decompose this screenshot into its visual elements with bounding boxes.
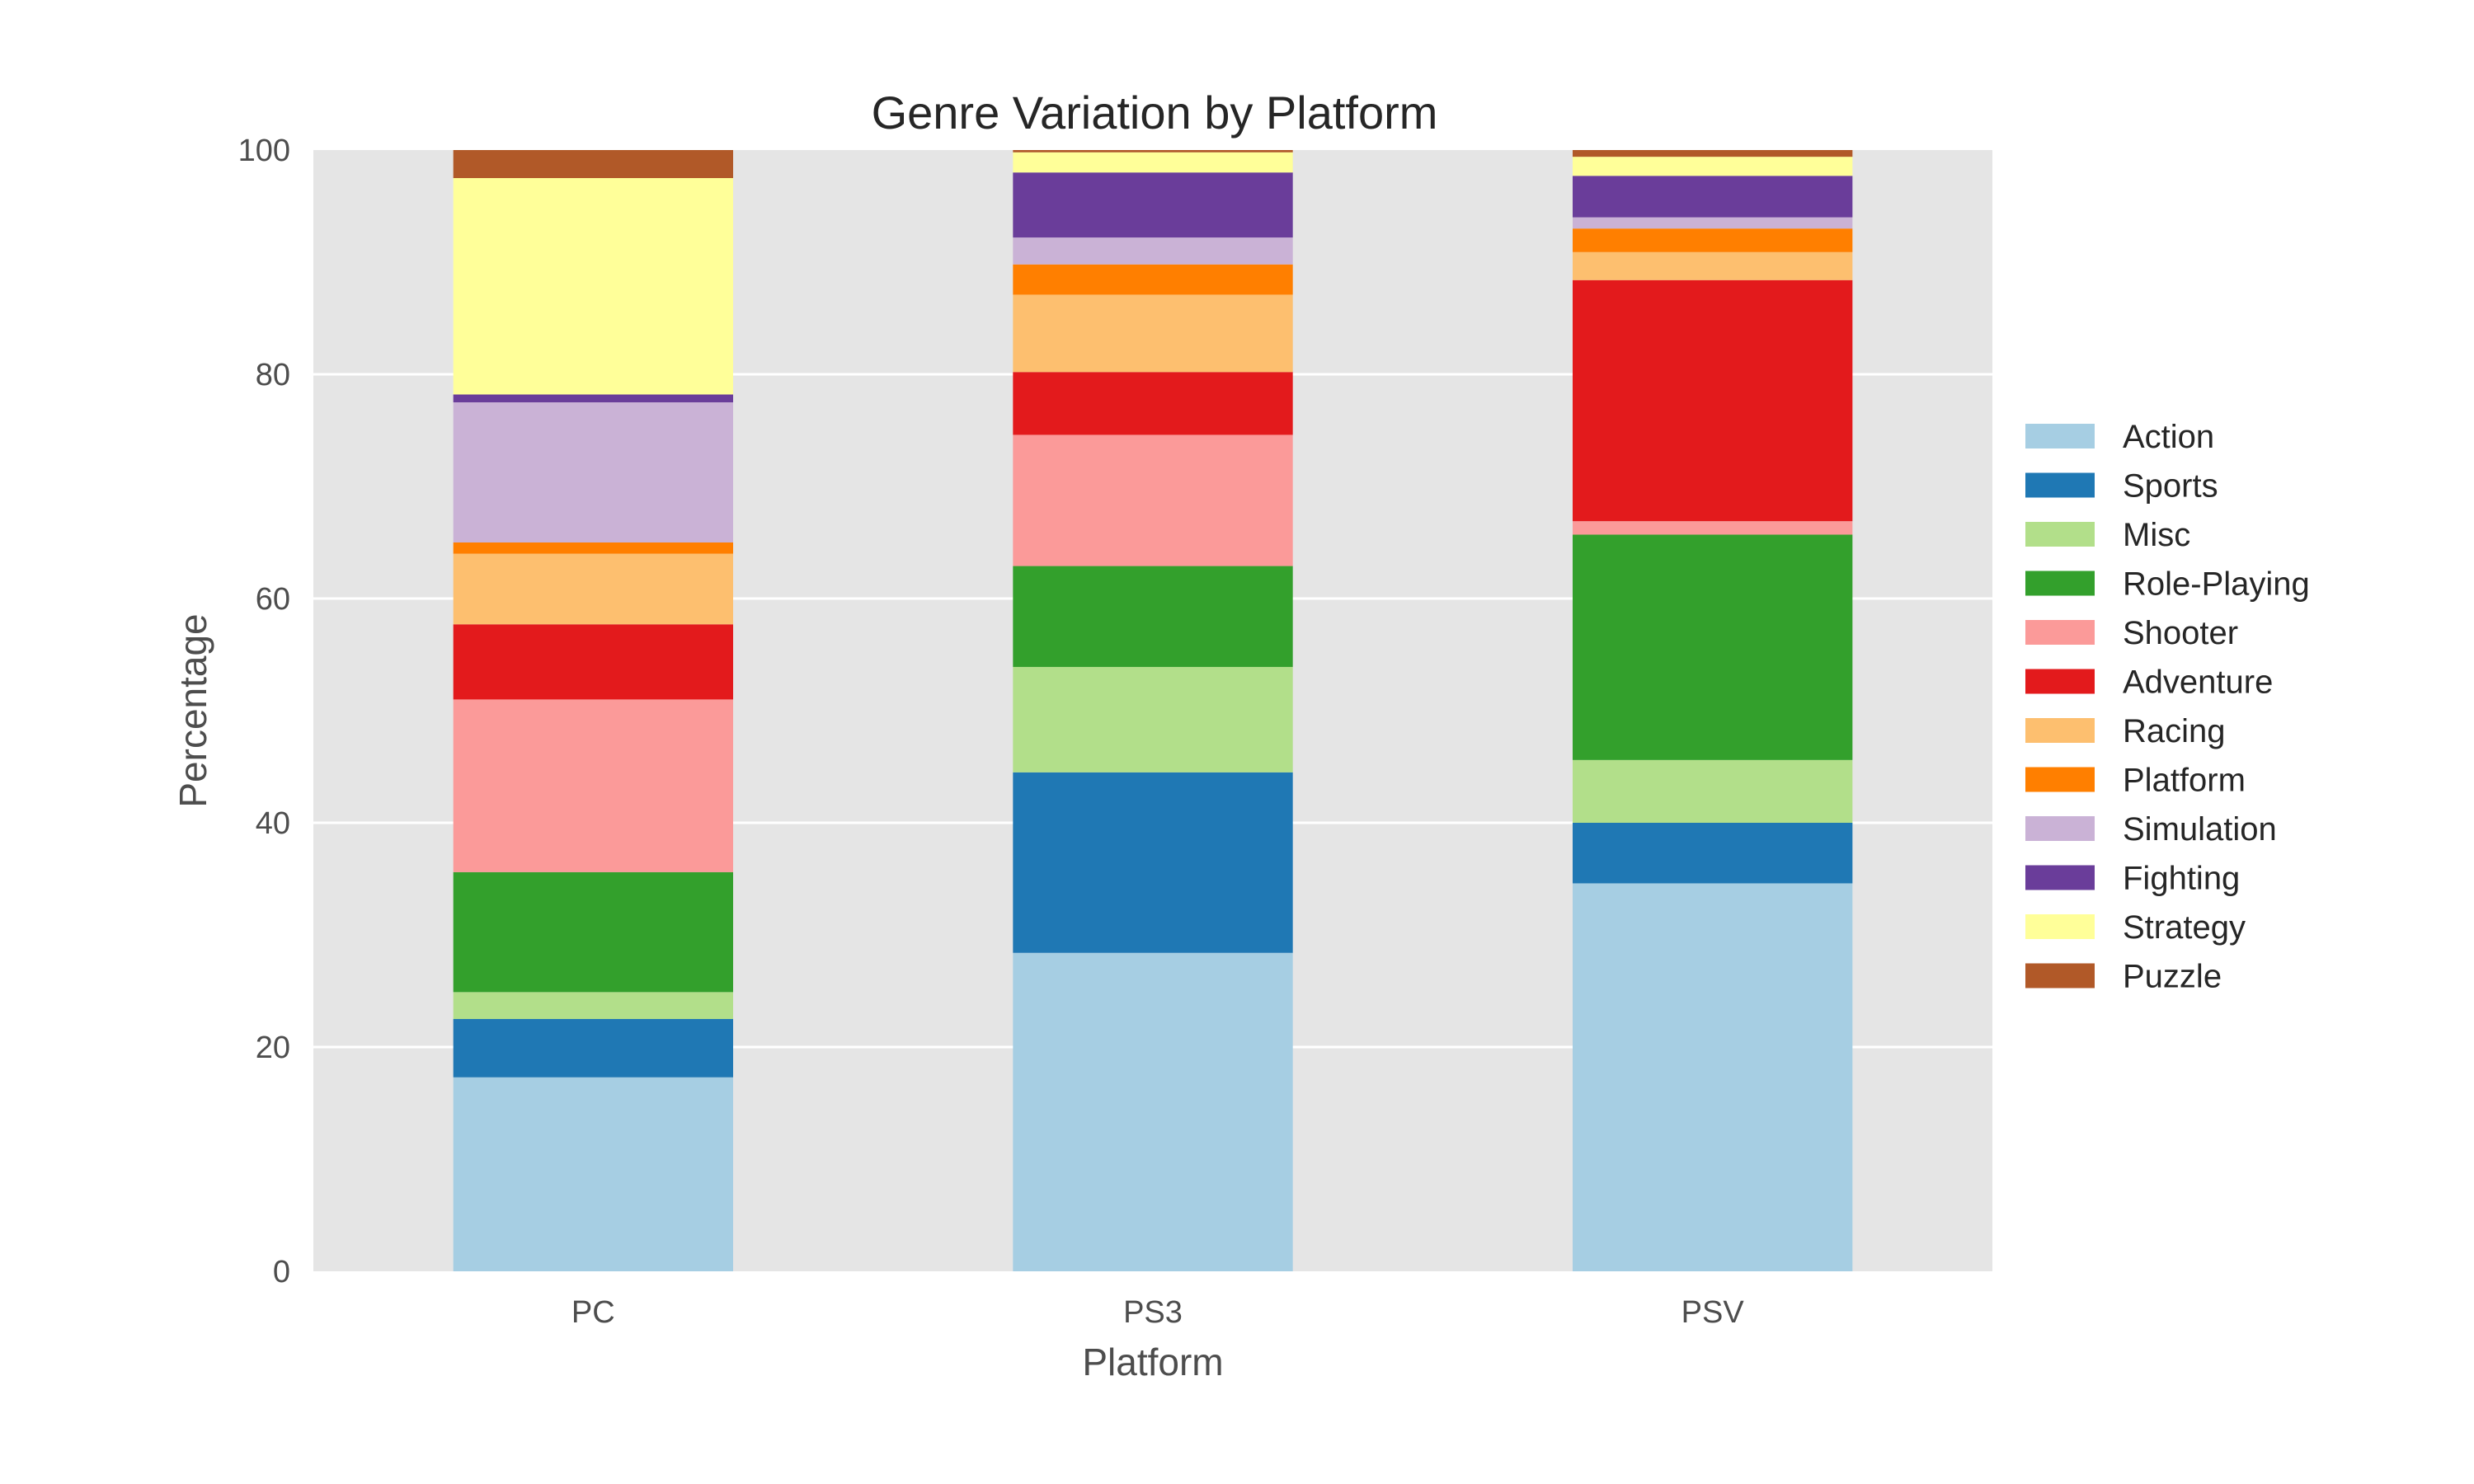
- legend-swatch-adventure: [2025, 669, 2095, 694]
- legend-swatch-sports: [2025, 472, 2095, 498]
- legend-item-simulation: Simulation: [2025, 811, 2277, 848]
- bar-psv-fighting: [1573, 176, 1853, 218]
- bar-psv-shooter: [1573, 521, 1853, 535]
- bar-pc-misc: [453, 992, 733, 1019]
- bar-ps3-platform: [1013, 264, 1293, 295]
- bar-ps3-fighting: [1013, 172, 1293, 238]
- chart-title: Genre Variation by Platform: [872, 87, 1438, 139]
- legend-swatch-platform: [2025, 767, 2095, 792]
- bar-psv-strategy: [1573, 157, 1853, 176]
- legend-item-fighting: Fighting: [2025, 861, 2240, 897]
- legend-label-role-playing: Role-Playing: [2123, 566, 2310, 603]
- bar-pc-fighting: [453, 394, 733, 402]
- legend-swatch-fighting: [2025, 865, 2095, 890]
- bar-psv-action: [1573, 883, 1853, 1271]
- bar-ps3-adventure: [1013, 372, 1293, 435]
- legend-label-racing: Racing: [2123, 713, 2226, 749]
- legend-swatch-strategy: [2025, 914, 2095, 939]
- y-tick-label-0: 0: [273, 1255, 290, 1289]
- bar-ps3-action: [1013, 952, 1293, 1271]
- bar-ps3-role-playing: [1013, 566, 1293, 667]
- legend-label-platform: Platform: [2123, 763, 2246, 799]
- legend-swatch-simulation: [2025, 816, 2095, 841]
- bar-psv-sports: [1573, 823, 1853, 884]
- bar-ps3-puzzle: [1013, 150, 1293, 153]
- bars: [453, 150, 1853, 1271]
- legend-label-misc: Misc: [2123, 517, 2190, 553]
- bar-ps3-simulation: [1013, 237, 1293, 265]
- legend-item-racing: Racing: [2025, 713, 2226, 749]
- legend-item-adventure: Adventure: [2025, 665, 2273, 701]
- legend-label-puzzle: Puzzle: [2123, 959, 2222, 995]
- bar-psv-role-playing: [1573, 534, 1853, 760]
- bar-pc-sports: [453, 1019, 733, 1078]
- bar-stack-ps3: [1013, 150, 1293, 1271]
- bar-stack-pc: [453, 150, 733, 1271]
- bar-pc-strategy: [453, 178, 733, 395]
- bar-ps3-sports: [1013, 772, 1293, 953]
- legend-swatch-action: [2025, 424, 2095, 448]
- x-axis-label: Platform: [1082, 1341, 1223, 1383]
- bar-psv-misc: [1573, 759, 1853, 823]
- bar-pc-action: [453, 1077, 733, 1271]
- y-tick-label-20: 20: [256, 1031, 290, 1065]
- bar-psv-platform: [1573, 228, 1853, 252]
- legend-label-sports: Sports: [2123, 468, 2218, 505]
- legend-item-platform: Platform: [2025, 763, 2246, 799]
- y-tick-label-40: 40: [256, 806, 290, 841]
- legend: Action Sports Misc Role-Playing Shooter Adven…: [2025, 419, 2310, 995]
- y-axis-label: Percentage: [172, 613, 214, 807]
- bar-ps3-shooter: [1013, 434, 1293, 566]
- legend-swatch-puzzle: [2025, 963, 2095, 989]
- bar-pc-role-playing: [453, 871, 733, 993]
- bar-psv-puzzle: [1573, 150, 1853, 157]
- legend-label-strategy: Strategy: [2123, 909, 2246, 946]
- legend-item-role-playing: Role-Playing: [2025, 566, 2310, 603]
- y-axis-ticks: 0 20 40 60 80 100: [238, 134, 290, 1289]
- x-axis-ticks: PC PS3 PSV: [571, 1295, 1744, 1330]
- legend-swatch-racing: [2025, 718, 2095, 743]
- bar-ps3-misc: [1013, 666, 1293, 773]
- legend-item-misc: Misc: [2025, 517, 2190, 553]
- y-tick-label-80: 80: [256, 358, 290, 392]
- x-tick-label-pc: PC: [571, 1295, 615, 1330]
- y-tick-label-100: 100: [238, 134, 290, 168]
- legend-item-shooter: Shooter: [2025, 615, 2238, 651]
- bar-pc-adventure: [453, 624, 733, 700]
- legend-swatch-shooter: [2025, 620, 2095, 645]
- bar-pc-simulation: [453, 402, 733, 542]
- legend-item-strategy: Strategy: [2025, 909, 2246, 946]
- bar-psv-racing: [1573, 251, 1853, 280]
- bar-ps3-strategy: [1013, 152, 1293, 173]
- bar-psv-adventure: [1573, 279, 1853, 522]
- bar-pc-platform: [453, 542, 733, 554]
- legend-item-action: Action: [2025, 419, 2214, 455]
- legend-label-shooter: Shooter: [2123, 615, 2238, 651]
- bar-pc-puzzle: [453, 150, 733, 178]
- legend-swatch-misc: [2025, 522, 2095, 547]
- bar-pc-racing: [453, 553, 733, 625]
- bar-ps3-racing: [1013, 294, 1293, 373]
- legend-item-puzzle: Puzzle: [2025, 959, 2222, 995]
- bar-psv-simulation: [1573, 217, 1853, 229]
- bar-stack-psv: [1573, 150, 1853, 1271]
- legend-swatch-role-playing: [2025, 571, 2095, 596]
- legend-label-fighting: Fighting: [2123, 861, 2240, 897]
- x-tick-label-ps3: PS3: [1123, 1295, 1183, 1330]
- legend-label-action: Action: [2123, 419, 2214, 455]
- y-tick-label-60: 60: [256, 582, 290, 617]
- legend-label-adventure: Adventure: [2123, 665, 2273, 701]
- x-tick-label-psv: PSV: [1681, 1295, 1745, 1330]
- bar-pc-shooter: [453, 699, 733, 872]
- legend-label-simulation: Simulation: [2123, 811, 2277, 848]
- legend-item-sports: Sports: [2025, 468, 2218, 505]
